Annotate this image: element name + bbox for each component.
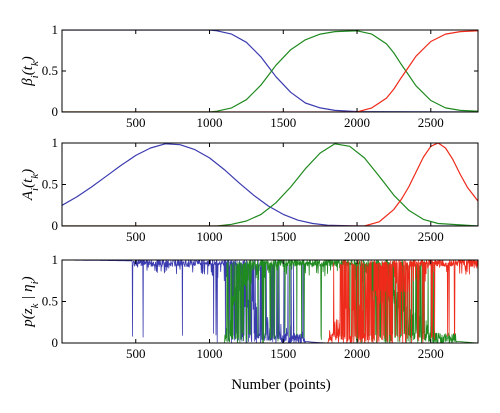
- series-line-3: [62, 260, 478, 343]
- y-tick-label: 1: [52, 135, 59, 150]
- y-axis-label: p(zk | ηi): [20, 276, 41, 327]
- y-axis-label: Ai(tk): [20, 169, 41, 201]
- x-tick-label: 2000: [344, 115, 370, 130]
- panel-1: 500 1000 1500 2000 2500 0 0.5 1 βi(tk): [20, 22, 479, 130]
- series-group: [62, 143, 478, 226]
- plot-frame: [61, 142, 479, 227]
- x-tick-label: 2000: [344, 346, 370, 361]
- x-tick-label: 1500: [270, 229, 296, 244]
- y-tick-label: 0.5: [42, 63, 58, 78]
- y-axis-label: βi(tk): [20, 56, 41, 87]
- x-tick-label: 1500: [270, 115, 296, 130]
- x-tick-label: 2000: [344, 229, 370, 244]
- series-line-1: [62, 260, 478, 343]
- x-tick-label: 1500: [270, 346, 296, 361]
- x-tick-label: 500: [126, 115, 146, 130]
- x-tick-label: 2500: [418, 115, 444, 130]
- series-line-1: [62, 30, 478, 112]
- series-group: [62, 260, 478, 343]
- x-tick-label: 2500: [418, 229, 444, 244]
- series-group: [62, 30, 478, 112]
- x-tick-label: 1000: [197, 229, 223, 244]
- series-line-1: [62, 143, 478, 226]
- series-line-2: [62, 143, 478, 226]
- y-tick-label: 1: [52, 22, 59, 37]
- y-tick-label: 0: [52, 104, 59, 119]
- x-tick-label: 1000: [197, 115, 223, 130]
- y-tick-label: 0: [52, 218, 59, 233]
- y-tick-label: 0.5: [42, 294, 58, 309]
- x-tick-label: 500: [126, 346, 146, 361]
- series-line-3: [62, 30, 478, 112]
- x-axis-label: Number (points): [231, 377, 331, 393]
- x-tick-label: 1000: [197, 346, 223, 361]
- series-line-2: [62, 260, 478, 343]
- series-line-2: [62, 30, 478, 112]
- x-tick-label: 2500: [418, 346, 444, 361]
- y-tick-label: 0: [52, 335, 59, 350]
- x-tick-label: 500: [126, 229, 146, 244]
- plot-frame: [61, 29, 479, 113]
- series-line-3: [62, 143, 478, 226]
- panel-3: 500 1000 1500 2000 2500 0 0.5 1 p(zk | ηi): [20, 252, 479, 361]
- y-tick-label: 0.5: [42, 177, 58, 192]
- panel-2: 500 1000 1500 2000 2500 0 0.5 1 Ai(tk): [20, 135, 479, 244]
- y-tick-label: 1: [52, 252, 59, 267]
